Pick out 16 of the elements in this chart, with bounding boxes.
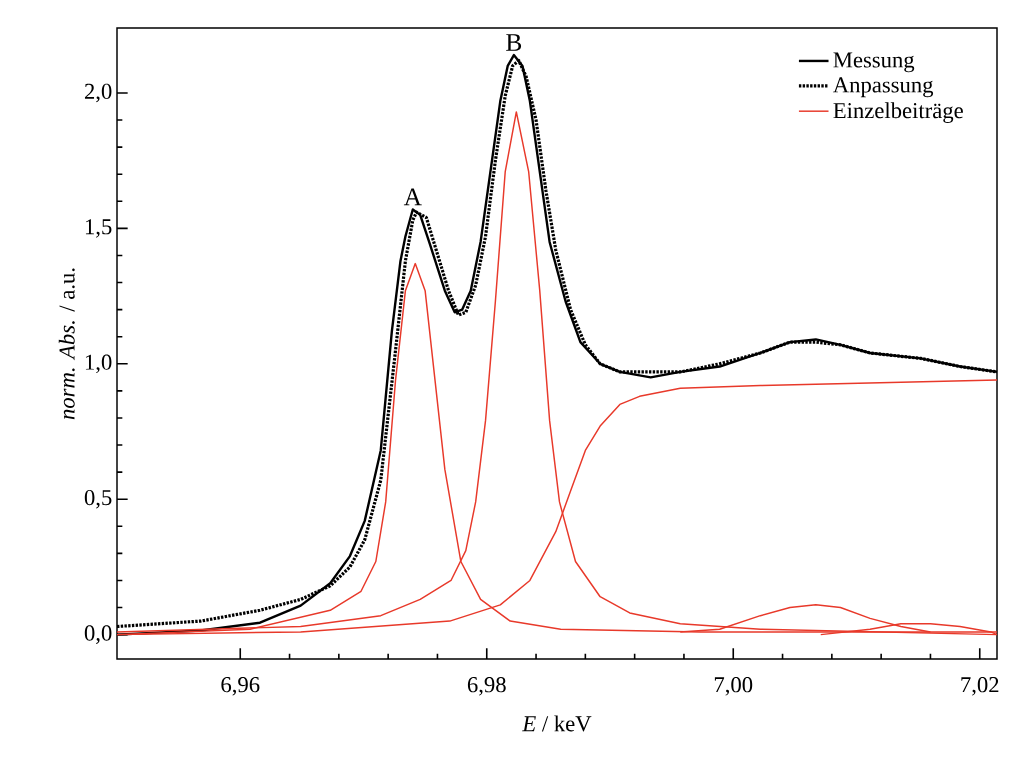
- legend-label: Anpassung: [833, 77, 934, 98]
- x-tick-label: 6,96: [221, 677, 260, 696]
- x-tick-label: 7,00: [714, 677, 753, 696]
- annotation: B: [506, 34, 522, 51]
- y-tick-label: 1,5: [85, 219, 112, 238]
- y-tick-label: 1,0: [85, 354, 112, 374]
- y-tick-label: 0,0: [84, 625, 112, 644]
- legend-label: Messung: [833, 52, 915, 73]
- legend-label: Einzelbeiträge: [833, 102, 963, 123]
- y-axis-title: norm. Abs. / a.u.: [58, 268, 75, 420]
- y-tick-label: 0,5: [84, 489, 112, 509]
- y-tick-label: 2,0: [84, 83, 112, 103]
- annotation: A: [403, 188, 422, 206]
- x-axis-title: E / keV: [522, 715, 592, 732]
- x-tick-label: 7,02: [961, 677, 999, 696]
- x-tick-label: 6,98: [467, 677, 506, 696]
